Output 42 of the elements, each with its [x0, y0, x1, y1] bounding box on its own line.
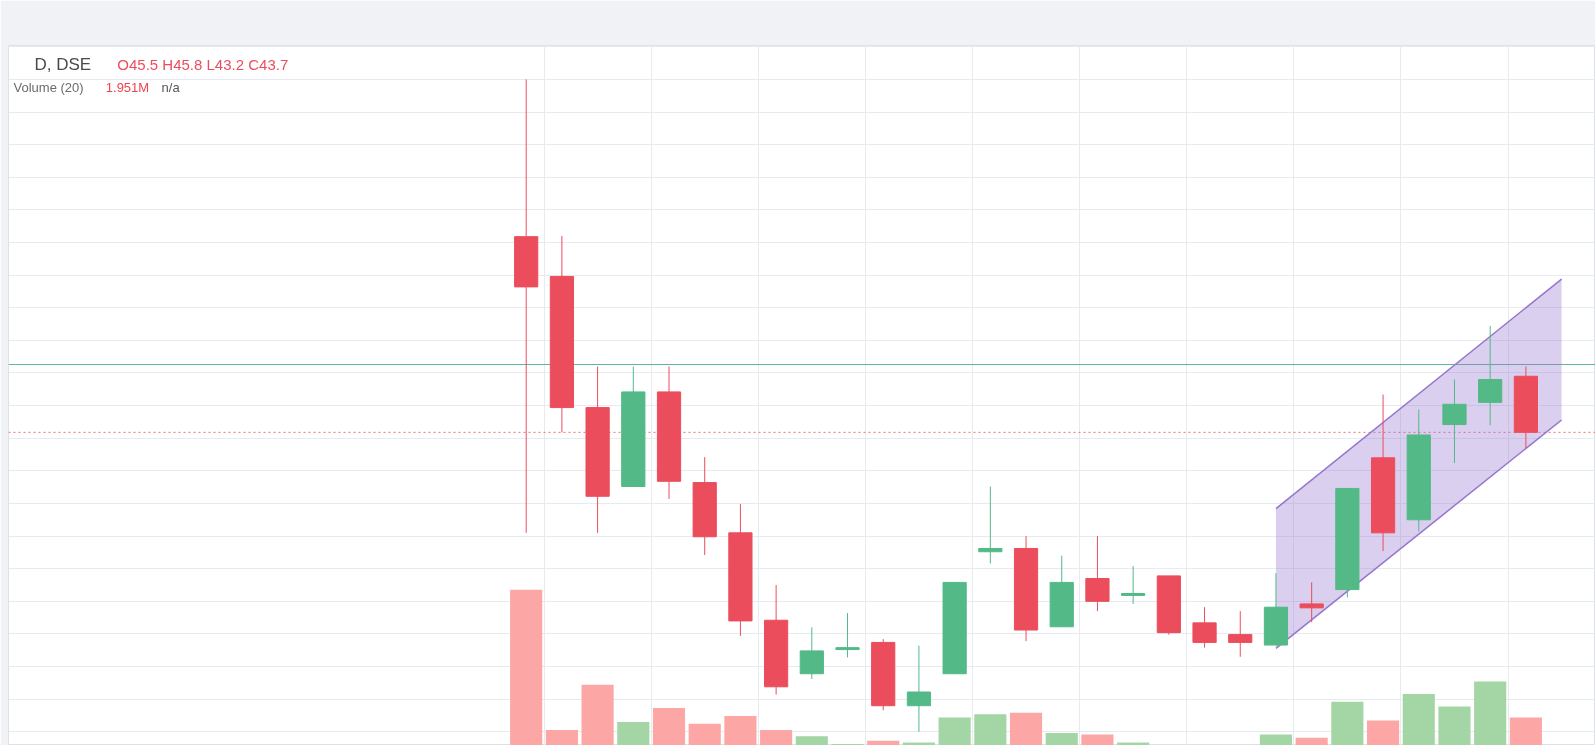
- bar: [760, 729, 793, 745]
- candlestick: [906, 645, 932, 733]
- bar: [1331, 701, 1364, 745]
- bar: [1367, 720, 1400, 745]
- bar: [1045, 733, 1078, 745]
- annotation: n/a: [161, 80, 181, 95]
- bar: [1259, 734, 1293, 745]
- candlestick: [835, 612, 860, 658]
- bar: [1402, 694, 1435, 745]
- bar: [581, 684, 614, 745]
- candlestick: [514, 78, 539, 534]
- bar: [1474, 681, 1507, 745]
- candlestick: [799, 626, 824, 680]
- annotation: 1.951M: [105, 80, 150, 95]
- candlestick: [1121, 565, 1146, 605]
- bar: [1438, 706, 1471, 745]
- candlestick: [1192, 606, 1217, 649]
- bar: [1117, 742, 1150, 745]
- bar: [867, 740, 900, 745]
- bar: [1009, 712, 1043, 745]
- chart-subtitle: O45.5 H45.8 L43.2 C43.7: [117, 56, 289, 73]
- bar: [974, 714, 1007, 745]
- candlestick: [1442, 379, 1467, 464]
- bar: [510, 589, 543, 745]
- bar: [1509, 717, 1542, 745]
- candlestick: [1478, 325, 1503, 426]
- bar: [1081, 734, 1114, 745]
- candlestick: [1228, 610, 1253, 658]
- bar: [724, 715, 757, 745]
- bar: [545, 729, 578, 745]
- bar: [938, 717, 971, 745]
- bar: [617, 722, 650, 745]
- chart-title: D, DSE: [34, 55, 92, 74]
- candlestick: [1299, 581, 1324, 623]
- bar: [795, 736, 828, 745]
- annotation: Volume (20): [13, 80, 84, 95]
- candlestick: [978, 486, 1003, 564]
- candlestick: [1085, 535, 1110, 612]
- bar: [902, 742, 935, 745]
- bar: [652, 708, 686, 745]
- bar: [1295, 737, 1328, 745]
- bar: [688, 723, 721, 745]
